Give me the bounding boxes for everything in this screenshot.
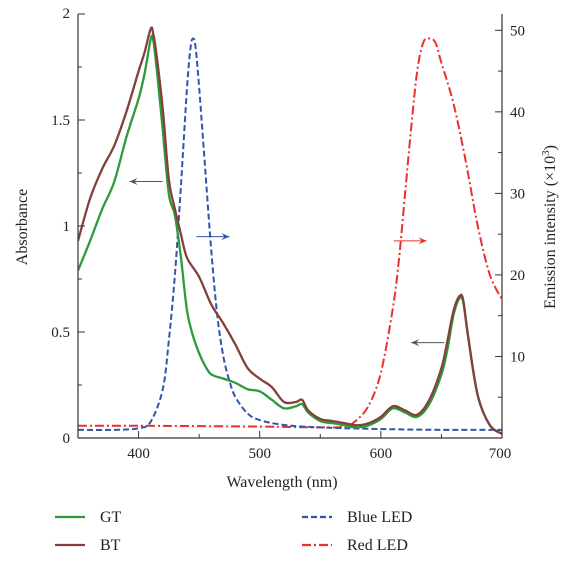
arrow-left-absorbance [411, 339, 445, 347]
legend-item-red-led: Red LED [302, 537, 408, 554]
y-right-tick-label-30: 30 [510, 186, 525, 202]
series-line-blue-led [78, 37, 502, 431]
legend-label-bt: BT [100, 537, 121, 554]
legend-label-blue-led: Blue LED [347, 509, 412, 526]
y-axis-right-label-suffix: ) [542, 145, 559, 150]
y-axis-left-label: Absorbance [14, 189, 31, 265]
legend-item-bt: BT [55, 537, 121, 554]
x-tick-label-500: 500 [248, 446, 271, 462]
legend: GT BT Blue LED Red LED [55, 509, 412, 554]
arrow-right-red-led [393, 237, 427, 245]
arrow-left-gt-bt [129, 177, 163, 185]
y-left-tick-label: 1.5 [51, 113, 70, 129]
y-left-tick-label: 1 [63, 219, 71, 235]
arrow-right-blue-led [196, 233, 230, 241]
y-right-tick-label-40: 40 [510, 105, 525, 121]
axes: 400 500 600 700 0 0.5 1 1.5 2 10 20 30 40 50 [51, 6, 525, 462]
plot-area [78, 26, 502, 435]
y-axis-right-label-prefix: Emission intensity (×10 [542, 156, 559, 309]
series-line-red-led [78, 37, 502, 429]
y-left-tick-label: 2 [63, 6, 71, 22]
legend-item-blue-led: Blue LED [302, 509, 412, 526]
y-axis-right-label: Emission intensity (×103) [540, 145, 559, 309]
legend-item-gt: GT [55, 509, 122, 526]
x-axis-label: Wavelength (nm) [226, 474, 337, 491]
legend-label-red-led: Red LED [347, 537, 408, 554]
y-left-tick-label: 0 [63, 431, 71, 447]
annotation-arrows [129, 177, 445, 347]
x-tick-label-700: 700 [489, 446, 512, 462]
x-tick-label-400: 400 [127, 446, 150, 462]
y-right-tick-label-10: 10 [510, 349, 525, 365]
series-line-gt [78, 34, 502, 435]
legend-label-gt: GT [100, 509, 122, 526]
y-right-tick-label-20: 20 [510, 268, 525, 284]
x-tick-label-600: 600 [370, 446, 393, 462]
y-axis-right-label-exponent: 3 [540, 150, 552, 156]
y-right-tick-label-50: 50 [510, 23, 525, 39]
y-left-tick-label: 0.5 [51, 325, 70, 341]
series-line-bt [78, 26, 502, 435]
